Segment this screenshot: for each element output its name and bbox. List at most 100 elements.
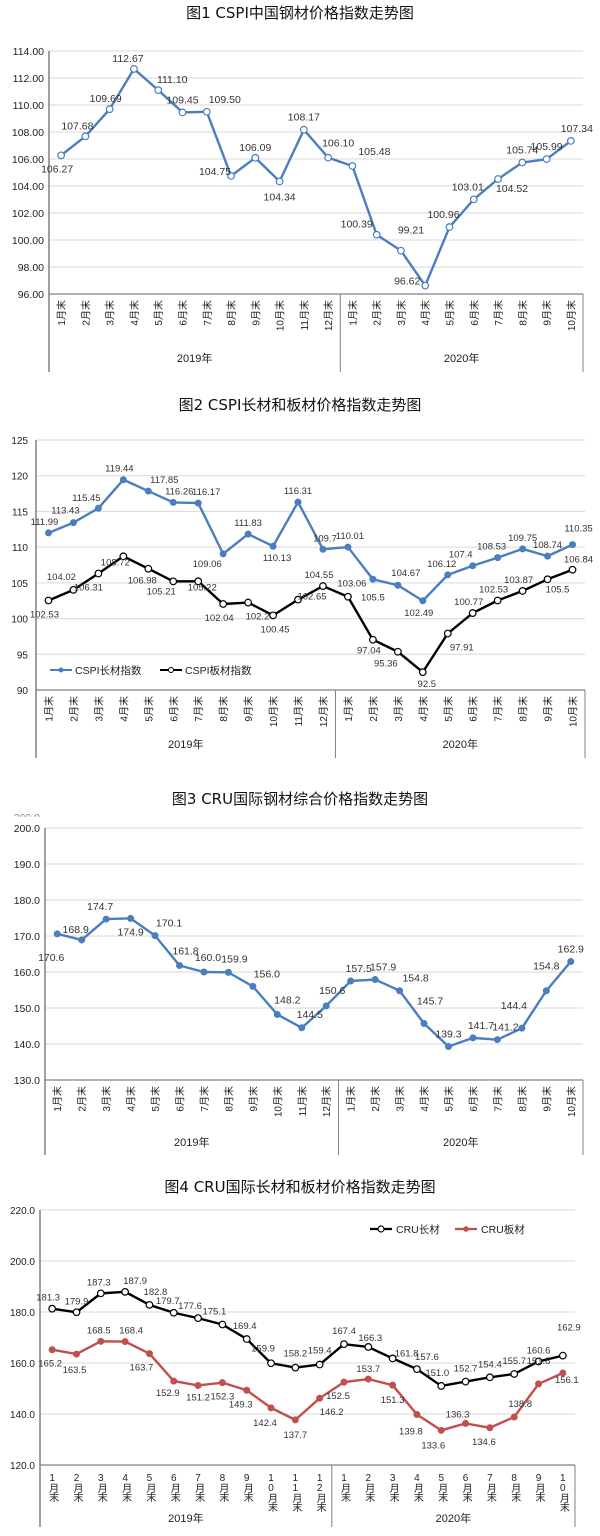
category-label: 2月末 [367,696,380,722]
data-label: 179.9 [65,1296,89,1307]
data-label: 103.87 [504,575,533,586]
data-label: 109.45 [166,94,198,106]
series-line-1 [51,1290,564,1388]
data-point [269,611,277,620]
data-label: 142.4 [253,1418,277,1429]
category-label: 6月末 [468,300,481,326]
data-label: 161.8 [395,1348,419,1359]
data-label: 157.9 [370,962,396,974]
data-label: 111.99 [31,517,59,528]
category-label: 9月末 [247,1086,260,1112]
category-label: 3月末 [395,300,408,326]
data-point [569,541,577,549]
data-point [57,151,66,160]
data-label: 106.09 [239,142,271,154]
y-tick-label: 180.0 [14,895,40,907]
data-label: 152.5 [326,1391,350,1402]
data-label: 109.50 [209,94,241,106]
data-label: 103.06 [337,579,366,590]
category-label: 4月末 [120,1473,132,1503]
data-point [119,552,128,561]
data-label: 112.67 [112,53,143,65]
category-label: 12月末 [314,1473,326,1513]
data-point [519,545,527,553]
data-label: 108.72 [101,557,130,568]
year-label: 2020年 [442,737,477,751]
category-label: 5月末 [152,300,165,326]
category-label: 6月末 [168,1473,180,1503]
year-label: 2020年 [444,351,479,365]
data-point [494,554,502,562]
data-point [444,571,452,579]
data-label: 102.65 [297,592,326,603]
data-label: 110.01 [336,531,364,542]
legend-marker [168,667,174,673]
data-label: 168.9 [63,924,89,936]
data-label: 110.35 [564,524,592,535]
category-label: 5月末 [442,696,455,722]
category-label: 2月末 [76,1086,89,1112]
data-point [558,1351,567,1360]
data-label: 160.0 [195,952,221,964]
data-label: 105.99 [531,141,563,153]
data-point [469,1034,477,1042]
data-label: 102.53 [30,610,59,621]
data-label: 150.6 [319,985,345,997]
data-point [202,107,211,116]
data-label: 187.3 [87,1277,111,1288]
category-label: 1月末 [47,1473,59,1503]
category-label: 8月末 [509,1473,521,1503]
category-label: 7月末 [201,300,214,326]
y-tick-label: 114.00 [13,46,44,58]
data-point [176,962,183,970]
data-label: 136.3 [446,1409,470,1420]
y-tick-label: 110 [12,543,28,554]
data-point [437,1426,445,1434]
data-label: 99.21 [398,225,424,237]
data-point [121,1338,129,1346]
category-label: 1月末 [55,300,68,326]
year-label: 2019年 [168,737,203,751]
category-label: 1月末 [342,696,355,722]
data-label: 159.9 [221,953,247,965]
year-label: 2019年 [177,351,212,365]
data-label: 177.6 [178,1301,202,1312]
category-label: 4月末 [411,1473,423,1503]
data-point [396,987,404,995]
category-label: 3月末 [392,696,405,722]
category-label: 8月末 [217,1473,229,1503]
data-point [249,982,257,990]
data-point [294,498,302,506]
y-tick-label: 120.0 [10,1461,35,1472]
data-point [389,1381,397,1389]
data-label: 109.75 [508,533,537,544]
data-point [485,1373,494,1382]
data-point [510,1370,519,1378]
category-label: 4月末 [125,1086,138,1112]
category-label: 11月末 [290,1473,302,1513]
data-point [315,1360,324,1369]
data-label: 163.5 [63,1365,87,1376]
legend-label: CSPI板材指数 [185,664,252,677]
data-label: 102.04 [205,613,234,624]
data-label: 111.83 [234,518,262,529]
y-tick-label: 150.0 [14,1003,40,1015]
data-point [319,545,327,553]
data-label: 155.7 [502,1356,526,1367]
figure-2-title: 图2 CSPI长材和板材价格指数走势图 [178,396,422,414]
data-label: 161.8 [172,946,198,958]
y-tick-label: 220.0 [10,1206,35,1217]
data-point [144,564,153,573]
legend-label: CRU长材 [396,1223,440,1236]
category-label: 9月末 [541,300,554,326]
data-label: 116.26 [165,486,193,497]
data-label: 157.6 [415,1352,439,1363]
data-label: 138.8 [508,1399,532,1410]
data-point [244,530,252,538]
series-line-1 [60,67,572,287]
data-point [169,1308,178,1317]
data-point [94,569,103,578]
data-label: 166.3 [358,1333,382,1344]
category-label: 2月末 [371,300,384,326]
